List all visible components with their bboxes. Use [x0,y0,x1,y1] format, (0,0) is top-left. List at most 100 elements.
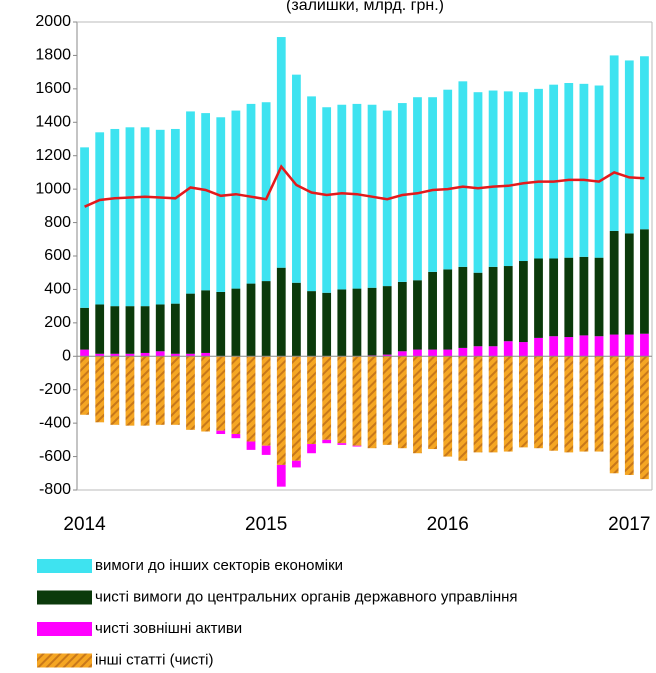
bar-segment [170,303,180,354]
bar-segment [201,113,211,291]
bar-segment [594,356,604,452]
bar-segment [276,267,286,357]
bar-segment [549,336,559,357]
chart-title: (залишки, млрд. грн.) [286,0,444,14]
bar-segment [186,356,195,430]
bar-segment [518,92,528,262]
bar-segment [443,89,453,270]
bar-segment [413,280,422,350]
bar-segment [155,304,165,352]
bar-segment [594,257,604,337]
bar-segment [322,356,332,440]
bar-segment [170,356,180,425]
bar-segment [337,443,347,445]
y-tick-label: 1200 [35,147,71,164]
bar-segment [609,55,619,231]
bar-segment [428,271,437,350]
bar-segment [640,333,649,357]
bar-segment [140,356,150,426]
bar-segment [594,85,604,258]
bar-segment [186,111,195,294]
bar-segment [458,81,468,267]
bar-segment [579,256,589,336]
bar-segment [231,110,241,289]
bar-segment [352,356,362,446]
bar-segment [609,334,619,357]
bar-segment [261,281,271,357]
bar-segment [216,356,226,431]
bar-segment [170,128,180,304]
legend-label: вимоги до інших секторів економіки [95,557,343,574]
bar-segment [534,258,543,338]
bar-segment [579,356,589,452]
legend-label: інші статті (чисті) [95,651,214,668]
y-tick-label: 1800 [35,47,71,64]
bar-segment [382,356,392,445]
bar-segment [155,351,165,357]
bar-segment [458,347,468,357]
legend-swatch [37,559,92,573]
bar-segment [95,304,105,354]
bar-segment [488,90,498,267]
bar-segment [140,306,150,353]
bar-segment [564,83,574,258]
bar-segment [140,352,150,357]
bar-segment [322,439,332,444]
bar-segment [246,441,256,450]
bar-segment [125,306,135,354]
bar-segment [413,349,422,357]
bar-segment [413,97,422,281]
bar-segment [155,356,165,425]
bar-segment [579,335,589,357]
plot-area: -800 -600 -400 -200 0 200 400 600 800 1000 1200 140… [35,13,653,535]
bar-segment [367,356,377,449]
bar-segment [534,356,543,449]
bar-segment [125,353,135,357]
bar-segment [518,261,528,343]
bar-segment [609,230,619,335]
y-tick-label: -200 [39,381,71,398]
bar-segment [261,102,271,282]
bar-segment [337,104,347,290]
bar-segment [337,289,347,357]
bar-segment [307,356,316,445]
bar-segment [443,349,453,357]
bar-segment [276,464,286,487]
bar-segment [80,349,89,357]
bar-segment [488,356,498,453]
bar-segment [292,74,301,283]
bar-segment [80,356,89,415]
bar-segment [201,290,211,353]
y-tick-label: 200 [44,314,71,331]
bar-segment [216,291,226,357]
bar-segment [276,356,286,465]
y-tick-label: 800 [44,214,71,231]
y-tick-label: 400 [44,281,71,298]
bar-segment [110,128,120,307]
bar-segment [549,356,559,451]
x-tick-label: 2014 [63,514,106,535]
bar-segment [428,97,437,272]
bar-segment [322,107,332,293]
bar-segment [95,132,105,305]
bar-segment [201,356,211,432]
bar-segment [579,83,589,257]
bar-segment [231,288,241,357]
bar-segment [186,293,195,354]
bar-segment [110,353,120,357]
bar-segment [246,283,256,357]
bar-segment [609,356,619,474]
bar-segment [292,356,301,461]
bar-segment [276,37,286,268]
bar-segment [428,356,437,450]
bar-segment [488,346,498,357]
y-tick-label: 0 [62,348,71,365]
bar-segment [352,103,362,289]
bar-segment [534,337,543,357]
bar-segment [125,127,135,307]
bar-segment [564,337,574,357]
bar-segment [564,356,574,453]
legend-swatch [37,653,92,668]
y-tick-label: -400 [39,414,71,431]
